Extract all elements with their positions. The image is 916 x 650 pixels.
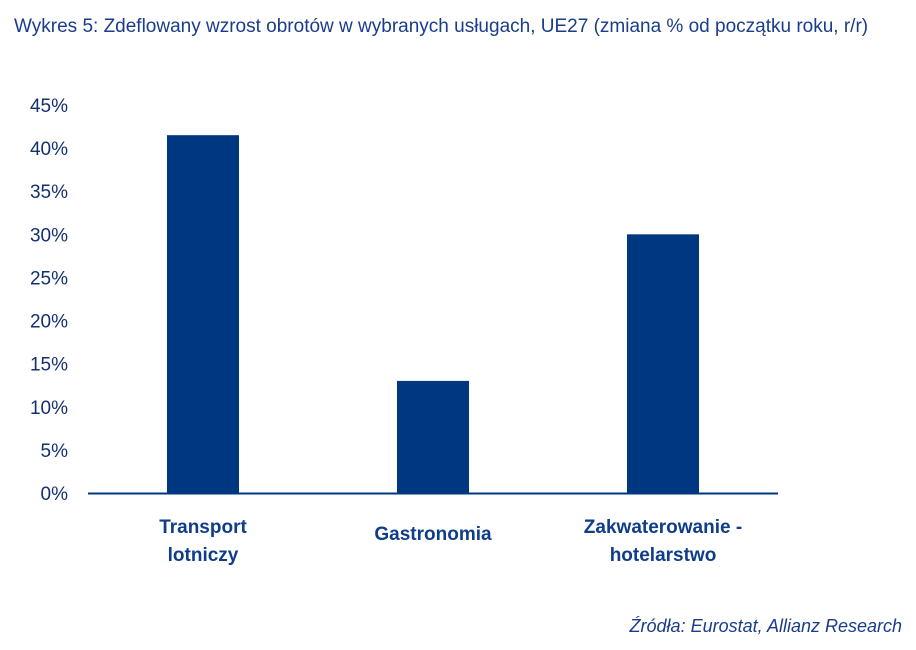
y-tick-label: 0% <box>41 484 69 505</box>
y-tick-label: 5% <box>41 441 69 462</box>
x-category-label: Gastronomia <box>374 524 492 545</box>
y-tick-label: 15% <box>30 355 68 376</box>
bar <box>167 135 239 493</box>
x-category-label-line: Transport <box>159 517 247 538</box>
x-category-label: Transport lotniczy <box>159 517 247 566</box>
x-category-label-line: Gastronomia <box>374 524 492 545</box>
bar <box>397 380 469 493</box>
y-tick-label: 45% <box>30 96 68 117</box>
x-axis-category-labels: Transport lotniczy Gastronomia Zakwaterowan… <box>159 517 742 566</box>
source-note: Źródła: Eurostat, Allianz Research <box>629 616 902 636</box>
bars <box>167 135 699 494</box>
x-category-label-line: lotniczy <box>168 545 239 566</box>
y-tick-label: 25% <box>30 268 68 289</box>
y-tick-label: 10% <box>30 398 68 419</box>
y-tick-label: 20% <box>30 312 68 333</box>
y-tick-label: 40% <box>30 139 68 160</box>
y-axis-tick-labels: 0% 5% 10% 15% 20% 25% 30% 35% 40% 45% <box>30 96 68 505</box>
y-tick-label: 35% <box>30 182 68 203</box>
x-category-label: Zakwaterowanie - hotelarstwo <box>584 517 742 566</box>
y-tick-label: 30% <box>30 225 68 246</box>
x-category-label-line: Zakwaterowanie - <box>584 517 742 538</box>
chart-title: Wykres 5: Zdeflowany wzrost obrotów w wy… <box>14 16 869 37</box>
bar <box>627 234 699 494</box>
x-category-label-line: hotelarstwo <box>610 545 717 566</box>
